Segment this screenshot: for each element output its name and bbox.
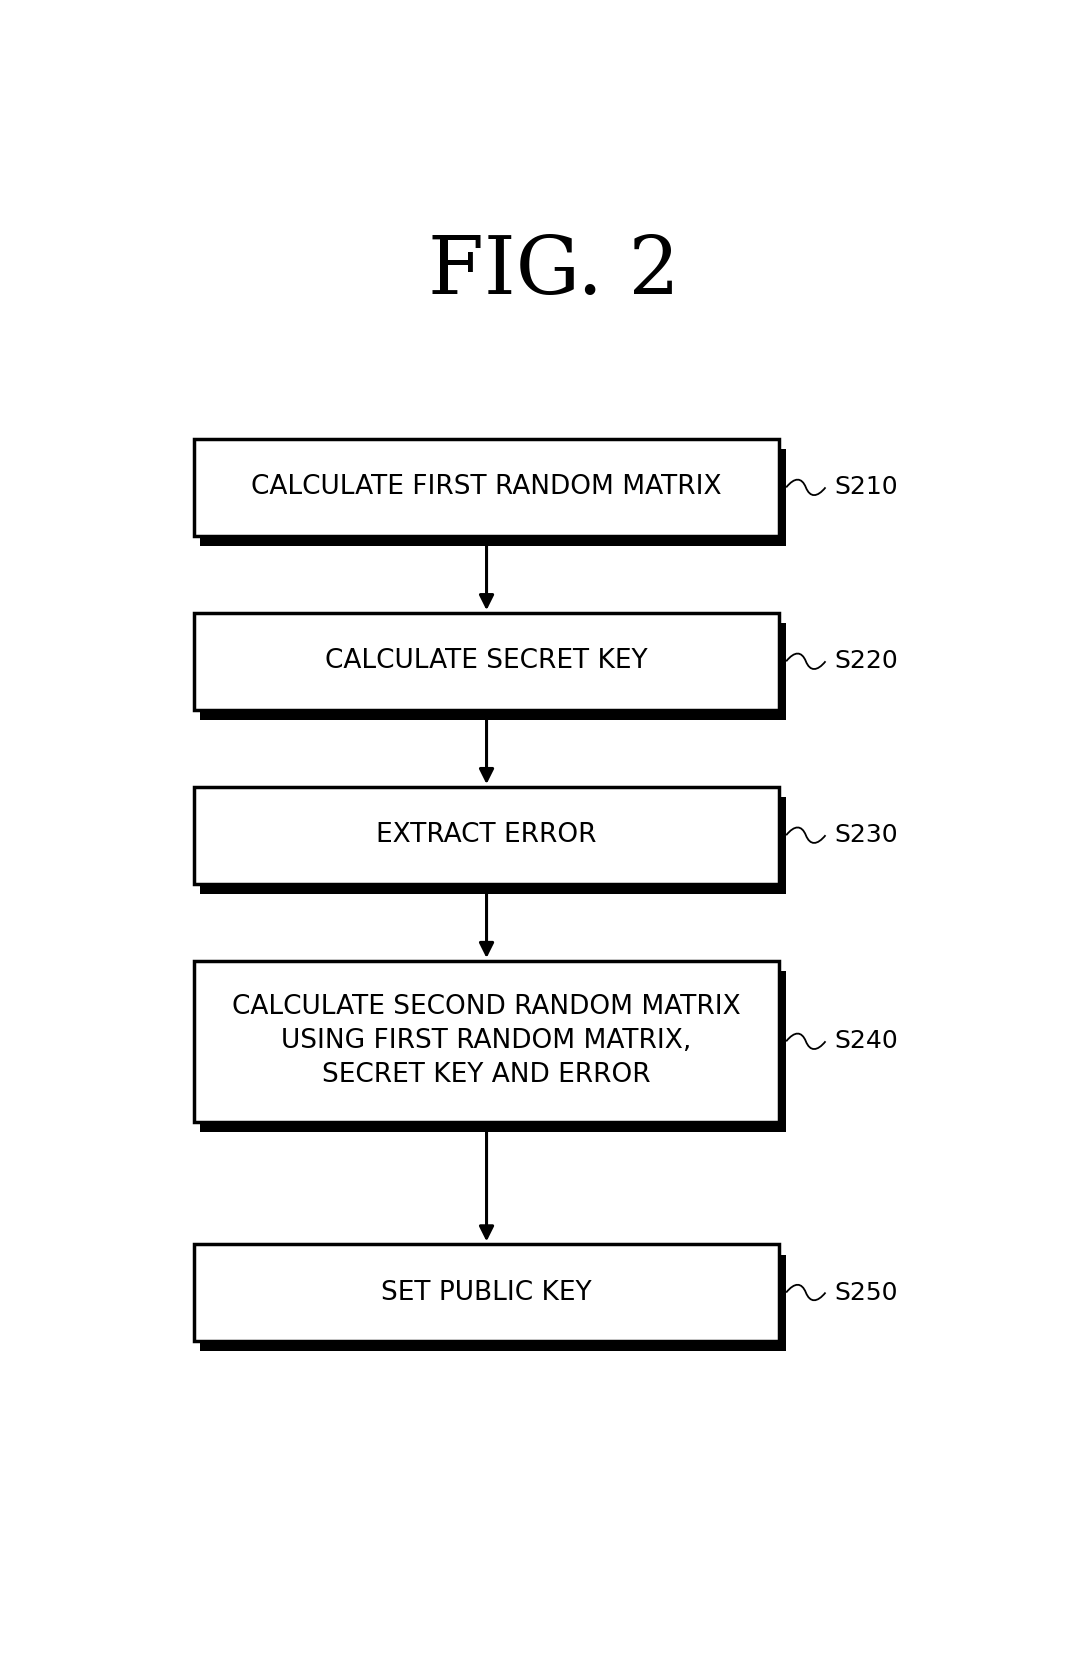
Text: S210: S210 [834, 475, 897, 499]
FancyBboxPatch shape [200, 970, 786, 1133]
Text: S240: S240 [834, 1029, 897, 1054]
FancyBboxPatch shape [193, 1245, 780, 1340]
FancyBboxPatch shape [193, 612, 780, 709]
Text: CALCULATE SECRET KEY: CALCULATE SECRET KEY [325, 649, 648, 674]
FancyBboxPatch shape [193, 786, 780, 883]
FancyBboxPatch shape [193, 438, 780, 535]
Text: EXTRACT ERROR: EXTRACT ERROR [376, 821, 597, 848]
Text: CALCULATE SECOND RANDOM MATRIX
USING FIRST RANDOM MATRIX,
SECRET KEY AND ERROR: CALCULATE SECOND RANDOM MATRIX USING FIR… [232, 994, 741, 1089]
Text: S250: S250 [834, 1280, 897, 1305]
FancyBboxPatch shape [200, 450, 786, 545]
Text: FIG. 2: FIG. 2 [428, 233, 679, 311]
FancyBboxPatch shape [193, 960, 780, 1123]
Text: SET PUBLIC KEY: SET PUBLIC KEY [381, 1280, 592, 1305]
Text: CALCULATE FIRST RANDOM MATRIX: CALCULATE FIRST RANDOM MATRIX [252, 475, 721, 500]
Text: S220: S220 [834, 649, 897, 673]
FancyBboxPatch shape [200, 1255, 786, 1352]
Text: S230: S230 [834, 823, 897, 847]
FancyBboxPatch shape [200, 624, 786, 719]
FancyBboxPatch shape [200, 798, 786, 893]
